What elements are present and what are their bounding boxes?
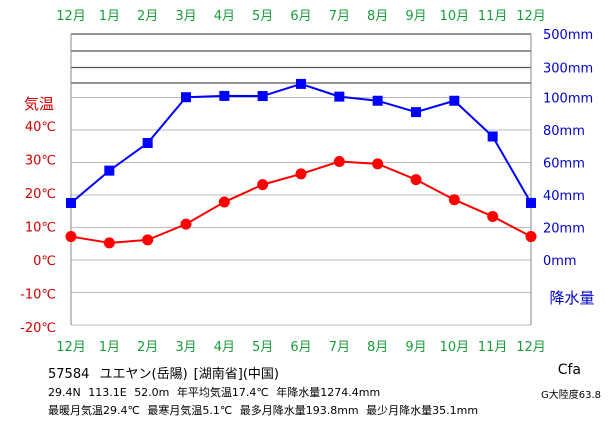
month-label-bottom: 3月 (175, 340, 196, 355)
temperature-tick-label: -10℃ (20, 288, 56, 303)
month-label-bottom: 10月 (440, 340, 470, 355)
temperature-point (180, 218, 192, 230)
temperature-tick-label: 10℃ (25, 221, 56, 236)
month-label-bottom: 7月 (329, 340, 350, 355)
month-label-top: 6月 (290, 9, 311, 24)
temperature-point (257, 179, 269, 191)
month-label-bottom: 9月 (405, 340, 426, 355)
precipitation-tick-label: 500mm (543, 28, 593, 43)
precipitation-tick-label: 0mm (543, 254, 577, 269)
station-id: 57584 (48, 367, 90, 382)
month-label-bottom: 11月 (478, 340, 508, 355)
station-name: ユエヤン(岳陽) (99, 367, 188, 382)
stats-line-2: 最暖月気温29.4℃ 最寒月気温5.1℃ 最多月降水量193.8mm 最少月降水… (48, 402, 482, 418)
continentality-index: G大陸度63.8 (540, 390, 601, 401)
month-label-top: 7月 (329, 9, 350, 24)
precipitation-point (142, 138, 153, 148)
temperature-point (103, 237, 115, 249)
precipitation-point (104, 165, 115, 176)
month-label-top: 8月 (367, 9, 388, 24)
temperature-tick-label: -20℃ (20, 321, 56, 336)
temperature-point (372, 158, 384, 170)
month-label-top: 9月 (405, 9, 426, 24)
max-month-precip: 最多月降水量193.8mm (239, 404, 359, 417)
month-label-bottom: 8月 (367, 340, 388, 355)
temperature-point (65, 231, 77, 243)
precipitation-tick-label: 100mm (543, 92, 593, 107)
precipitation-tick-label: 80mm (543, 124, 585, 139)
station-country: (中国) (242, 367, 279, 382)
annual-mean-temp: 年平均気温17.4℃ (176, 386, 269, 399)
precipitation-series (66, 78, 536, 208)
latitude: 29.4N (48, 386, 81, 399)
min-month-precip: 最少月降水量35.1mm (366, 404, 479, 417)
precipitation-point (487, 131, 498, 142)
temperature-tick-label: 40℃ (25, 120, 56, 135)
temperature-axis-labels: 気温 40℃ 30℃ 20℃ 10℃ 0℃ -10℃ -20℃ (20, 95, 56, 336)
temperature-series (65, 156, 537, 249)
month-label-top: 4月 (214, 9, 235, 24)
station-region: [湖南省] (193, 367, 243, 382)
month-label-top: 2月 (137, 9, 158, 24)
precipitation-point (257, 91, 268, 102)
temperature-point (410, 174, 422, 186)
precipitation-point (334, 91, 345, 102)
precipitation-point (181, 92, 191, 103)
precipitation-point (411, 107, 421, 118)
month-label-bottom: 4月 (214, 340, 235, 355)
station-line: 57584 ユエヤン(岳陽) [湖南省](中国) (48, 363, 285, 382)
temperature-point (525, 231, 537, 243)
temperature-axis-title: 気温 (24, 95, 54, 113)
precipitation-tick-label: 40mm (543, 189, 585, 204)
precipitation-axis-title: 降水量 (549, 289, 594, 307)
temperature-point (487, 210, 499, 222)
temperature-point (218, 196, 230, 208)
month-label-top: 12月 (516, 9, 546, 24)
month-label-top: 3月 (175, 9, 196, 24)
precipitation-point (526, 197, 536, 208)
temperature-point (142, 234, 154, 246)
month-label-top: 10月 (440, 9, 470, 24)
temperature-point (448, 194, 460, 206)
precipitation-line (70, 82, 532, 204)
month-label-bottom: 5月 (252, 340, 273, 355)
month-label-bottom: 12月 (56, 340, 86, 355)
temperature-point (295, 168, 307, 180)
koppen-classification: Cfa (557, 362, 581, 378)
temperature-tick-label: 0℃ (33, 254, 56, 269)
temperature-tick-label: 30℃ (25, 154, 56, 169)
month-label-bottom: 2月 (137, 340, 158, 355)
temperature-point (333, 156, 345, 168)
precipitation-axis-labels: 500mm 300mm 100mm 80mm 60mm 40mm 20mm 0mm 降水量 (543, 28, 595, 307)
top-month-labels: 12月 1月 2月 3月 4月 5月 6月 7月 8月 9月 10月 11月 12月 (56, 9, 546, 24)
coldest-month-temp: 最寒月気温5.1℃ (147, 404, 233, 417)
month-label-bottom: 12月 (516, 340, 546, 355)
precipitation-tick-label: 300mm (543, 62, 593, 77)
precipitation-point (449, 95, 460, 106)
climate-chart: 12月 1月 2月 3月 4月 5月 6月 7月 8月 9月 10月 11月 12月 12月 1月 2月 3月… (20, 9, 595, 355)
longitude: 113.1E (88, 386, 127, 399)
month-label-top: 12月 (56, 9, 86, 24)
precipitation-tick-label: 20mm (543, 222, 585, 237)
temperature-tick-label: 20℃ (25, 187, 56, 202)
elevation: 52.0m (134, 386, 170, 399)
warmest-month-temp: 最暖月気温29.4℃ (48, 404, 140, 417)
chart-grid (70, 33, 532, 326)
precipitation-point (66, 197, 76, 208)
bottom-month-labels: 12月 1月 2月 3月 4月 5月 6月 7月 8月 9月 10月 11月 12月 (56, 340, 546, 355)
precipitation-point (372, 95, 383, 106)
month-label-top: 11月 (478, 9, 508, 24)
stats-line-1: 29.4N 113.1E 52.0m 年平均気温17.4℃ 年降水量1274.4… (48, 384, 384, 400)
month-label-bottom: 1月 (99, 340, 120, 355)
month-label-top: 1月 (99, 9, 120, 24)
precipitation-point (219, 90, 230, 101)
annual-precip: 年降水量1274.4mm (276, 386, 381, 399)
month-label-bottom: 6月 (290, 340, 311, 355)
precipitation-point (296, 78, 306, 89)
month-label-top: 5月 (252, 9, 273, 24)
precipitation-tick-label: 60mm (543, 157, 585, 172)
